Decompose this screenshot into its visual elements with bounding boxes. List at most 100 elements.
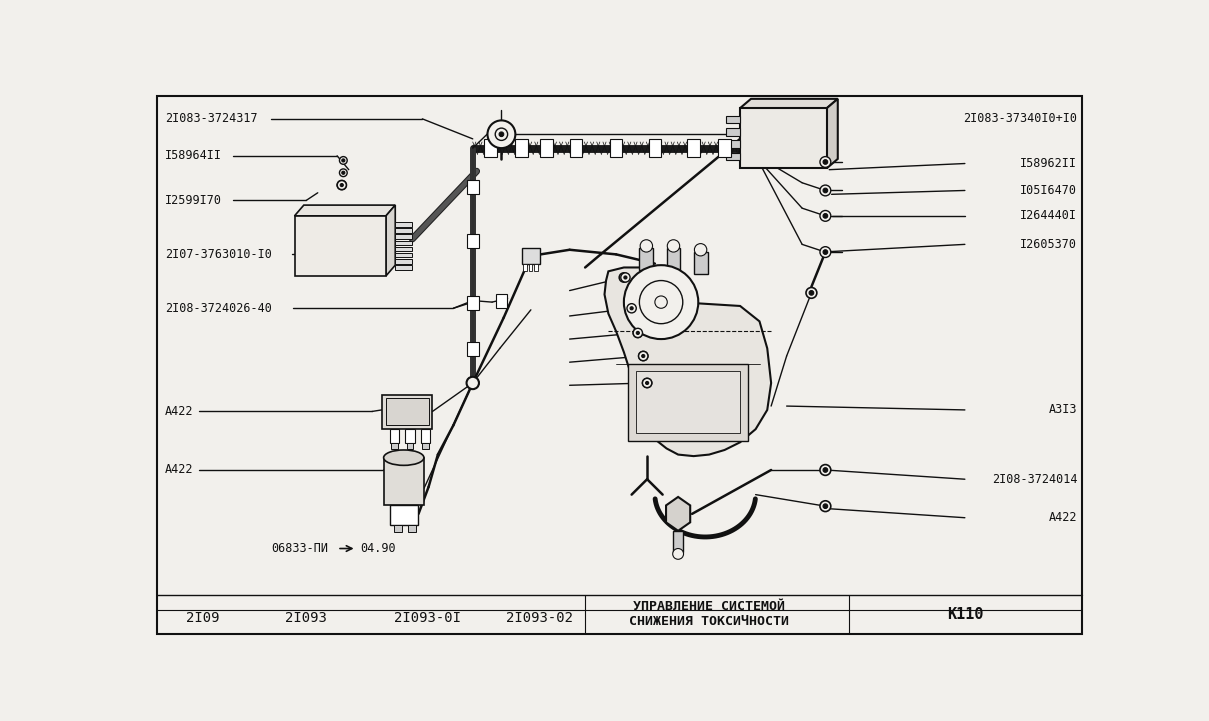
Bar — [718, 139, 730, 157]
Circle shape — [340, 156, 347, 164]
Text: А422: А422 — [166, 405, 193, 418]
Text: I58962II: I58962II — [1020, 157, 1077, 170]
Text: 2I08-3724026-40: 2I08-3724026-40 — [166, 302, 272, 315]
Circle shape — [624, 265, 699, 339]
Text: УПРАВЛЕНИЕ СИСТЕМОЙ: УПРАВЛЕНИЕ СИСТЕМОЙ — [634, 600, 785, 613]
Circle shape — [640, 280, 683, 324]
Text: 2I08-3724014: 2I08-3724014 — [991, 473, 1077, 486]
Circle shape — [619, 273, 629, 282]
Circle shape — [340, 169, 347, 177]
Circle shape — [467, 377, 479, 389]
Text: К110: К110 — [947, 607, 983, 622]
Circle shape — [630, 306, 634, 310]
Circle shape — [823, 159, 828, 164]
Bar — [534, 264, 538, 271]
Circle shape — [806, 288, 817, 298]
Bar — [405, 429, 415, 443]
Text: 06833-ПИ: 06833-ПИ — [271, 542, 329, 555]
Bar — [395, 229, 412, 233]
Polygon shape — [604, 267, 771, 456]
Circle shape — [823, 213, 828, 218]
Text: А422: А422 — [166, 464, 193, 477]
Circle shape — [636, 332, 640, 335]
Bar — [727, 116, 740, 123]
Bar — [521, 248, 540, 264]
Bar — [386, 399, 428, 425]
Bar — [395, 241, 412, 245]
Circle shape — [820, 156, 831, 167]
Bar — [382, 394, 433, 429]
Bar — [394, 525, 403, 532]
Bar — [727, 128, 740, 136]
Bar — [395, 222, 412, 226]
Bar — [727, 153, 740, 161]
Circle shape — [667, 240, 679, 252]
Circle shape — [655, 296, 667, 309]
Circle shape — [642, 355, 644, 358]
Bar — [523, 264, 527, 271]
Circle shape — [627, 304, 636, 313]
Polygon shape — [666, 497, 690, 531]
Circle shape — [624, 276, 627, 279]
Text: 2I083-37340I0+I0: 2I083-37340I0+I0 — [964, 112, 1077, 125]
Text: 2I09: 2I09 — [186, 611, 219, 625]
Bar — [389, 505, 418, 525]
Bar — [422, 443, 428, 449]
Bar — [666, 248, 681, 270]
Circle shape — [694, 244, 707, 256]
Circle shape — [642, 355, 644, 358]
Circle shape — [638, 351, 648, 360]
Circle shape — [620, 273, 630, 282]
Polygon shape — [295, 205, 395, 216]
Bar — [496, 294, 507, 309]
Circle shape — [340, 184, 343, 187]
Text: I2599I70: I2599I70 — [166, 194, 222, 207]
Circle shape — [820, 211, 831, 221]
Text: 2I093-02: 2I093-02 — [507, 611, 573, 625]
Text: А3I3: А3I3 — [1048, 404, 1077, 417]
Bar — [688, 139, 700, 157]
Bar — [395, 234, 412, 239]
Text: А422: А422 — [1048, 511, 1077, 524]
Circle shape — [820, 247, 831, 257]
Circle shape — [337, 180, 347, 190]
Bar — [467, 234, 479, 248]
Circle shape — [638, 351, 648, 360]
Circle shape — [823, 188, 828, 193]
Bar — [395, 247, 412, 252]
Circle shape — [499, 132, 504, 136]
Bar — [395, 259, 412, 264]
Circle shape — [646, 381, 649, 384]
Bar — [540, 139, 553, 157]
Bar — [467, 342, 479, 356]
Text: 2I093-0I: 2I093-0I — [394, 611, 461, 625]
Bar — [673, 531, 683, 552]
Text: 2I07-3763010-I0: 2I07-3763010-I0 — [166, 248, 272, 261]
Bar — [694, 252, 707, 274]
Bar — [640, 248, 653, 270]
Circle shape — [634, 328, 642, 337]
Circle shape — [820, 464, 831, 475]
Circle shape — [823, 249, 828, 255]
Bar — [392, 443, 398, 449]
Bar — [467, 296, 479, 310]
Polygon shape — [386, 205, 395, 276]
Circle shape — [809, 291, 814, 295]
Bar — [383, 458, 424, 505]
Bar — [569, 139, 582, 157]
Circle shape — [642, 379, 652, 388]
Text: 2I083-3724317: 2I083-3724317 — [166, 112, 258, 125]
Circle shape — [823, 468, 828, 472]
Bar — [528, 264, 532, 271]
Text: I58964II: I58964II — [166, 149, 222, 162]
Circle shape — [642, 379, 652, 388]
Bar — [727, 141, 740, 148]
Bar — [515, 139, 528, 157]
Circle shape — [634, 328, 642, 337]
Bar — [609, 139, 623, 157]
Bar — [407, 443, 413, 449]
Bar — [295, 216, 386, 276]
Bar — [389, 429, 399, 443]
Circle shape — [467, 377, 479, 389]
Circle shape — [487, 120, 515, 148]
